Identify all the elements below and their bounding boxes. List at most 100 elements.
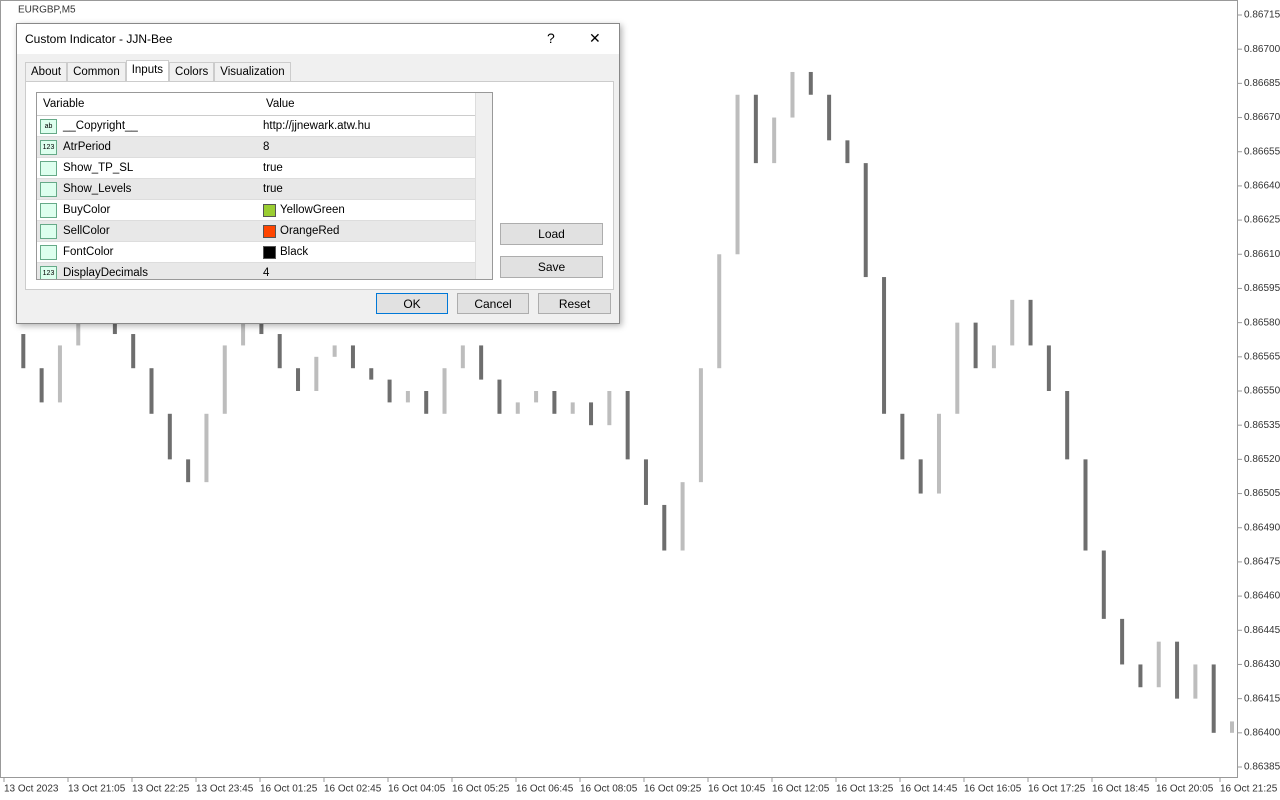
candle [332, 345, 337, 357]
variable-cell: ab __Copyright__ [37, 118, 260, 134]
color-swatch [263, 203, 276, 217]
candle [1101, 550, 1106, 619]
y-tick-label: 0.86700 [1244, 44, 1280, 55]
candle [296, 368, 301, 391]
candle [497, 379, 502, 414]
y-tick-label: 0.86445 [1244, 625, 1280, 636]
tabs: About Common Inputs Colors Visualization [25, 60, 291, 83]
x-tick-label: 13 Oct 23:45 [196, 784, 254, 795]
y-tick-label: 0.86640 [1244, 181, 1280, 192]
row-icon [40, 160, 57, 176]
close-button[interactable]: ✕ [589, 30, 601, 46]
cancel-button[interactable]: Cancel [457, 293, 529, 314]
save-button[interactable]: Save [500, 256, 603, 278]
dialog-title: Custom Indicator - JJN-Bee [25, 32, 173, 46]
y-tick-label: 0.86685 [1244, 78, 1280, 89]
y-tick-label: 0.86625 [1244, 215, 1280, 226]
indicator-dialog: Custom Indicator - JJN-Bee ? ✕ About Comm… [16, 23, 620, 324]
table-row[interactable]: 123 DisplayDecimals 4 [37, 263, 492, 279]
reset-button[interactable]: Reset [538, 293, 611, 314]
tab[interactable]: About [25, 62, 68, 83]
scrollbar[interactable] [475, 93, 492, 279]
value-text: true [263, 183, 283, 195]
value-cell: 8 [260, 141, 269, 153]
value-text: 4 [263, 267, 270, 279]
value-cell: Black [260, 245, 309, 259]
value-text: OrangeRed [280, 225, 340, 237]
symbol-label: EURGBP,M5 [18, 5, 76, 16]
color-swatch [263, 224, 276, 238]
color-swatch [263, 245, 276, 259]
y-tick-label: 0.86520 [1244, 454, 1280, 465]
candle [387, 379, 392, 403]
table-row[interactable]: FontColor Black [37, 242, 492, 263]
value-cell: OrangeRed [260, 224, 340, 238]
table-row[interactable]: ab __Copyright__ http://jjnewark.atw.hu [37, 116, 492, 137]
tab[interactable]: Visualization [214, 62, 291, 83]
candle [1010, 299, 1015, 346]
inputs-table: Variable Value ab __Copyright__ http://jjn… [36, 92, 493, 280]
candle [1230, 721, 1234, 733]
ok-button[interactable]: OK [376, 293, 448, 314]
value-cell: http://jjnewark.atw.hu [260, 120, 370, 132]
candle [39, 368, 44, 403]
candle [863, 163, 868, 278]
header-cell: Variable [43, 98, 85, 110]
tab[interactable]: Colors [169, 62, 215, 83]
candle [76, 322, 81, 346]
value-cell: 4 [260, 267, 269, 279]
candle [955, 322, 960, 414]
candle [827, 94, 832, 141]
candle [515, 402, 520, 414]
value-text: 8 [263, 141, 270, 153]
x-tick-label: 16 Oct 02:45 [324, 784, 382, 795]
candle [424, 391, 429, 414]
x-tick-label: 16 Oct 09:25 [644, 784, 702, 795]
x-tick-label: 16 Oct 21:25 [1220, 784, 1278, 795]
y-tick-label: 0.86580 [1244, 317, 1280, 328]
variable-name: __Copyright__ [63, 120, 138, 132]
load-button[interactable]: Load [500, 223, 603, 245]
candle [808, 71, 813, 95]
variable-cell: Show_Levels [37, 181, 260, 197]
candle [1156, 641, 1161, 688]
value-text: true [263, 162, 283, 174]
table-row[interactable]: BuyColor YellowGreen [37, 200, 492, 221]
candle [973, 322, 978, 369]
table-row[interactable]: SellColor OrangeRed [37, 221, 492, 242]
table-row[interactable]: 123 AtrPeriod 8 [37, 137, 492, 158]
y-tick-label: 0.86715 [1244, 10, 1280, 21]
help-button[interactable]: ? [547, 30, 555, 46]
variable-cell: Show_TP_SL [37, 160, 260, 176]
x-tick-label: 16 Oct 12:05 [772, 784, 830, 795]
candle [900, 413, 905, 460]
table-row[interactable]: Show_Levels true [37, 179, 492, 200]
candle [643, 459, 648, 505]
candle [570, 402, 575, 414]
candle [772, 117, 777, 164]
tab[interactable]: Common [67, 62, 126, 83]
variable-cell: 123 AtrPeriod [37, 139, 260, 155]
table-header: Variable Value [37, 93, 492, 116]
value-text: Black [280, 246, 309, 258]
candle [680, 482, 685, 551]
x-tick-label: 16 Oct 18:45 [1092, 784, 1150, 795]
candle [277, 334, 282, 369]
candle [1065, 391, 1070, 460]
y-tick-label: 0.86460 [1244, 591, 1280, 602]
candle [186, 459, 191, 483]
row-icon [40, 223, 57, 239]
value-cell: true [260, 183, 283, 195]
candle [479, 345, 484, 380]
table-row[interactable]: Show_TP_SL true [37, 158, 492, 179]
row-icon [40, 202, 57, 218]
variable-name: Show_Levels [63, 183, 132, 195]
x-tick-label: 16 Oct 16:05 [964, 784, 1022, 795]
value-text: YellowGreen [280, 204, 345, 216]
candle [717, 254, 722, 369]
tab[interactable]: Inputs [125, 60, 170, 83]
variable-cell: BuyColor [37, 202, 260, 218]
y-tick-label: 0.86400 [1244, 727, 1280, 738]
row-icon [40, 181, 57, 197]
inputs-panel: Variable Value ab __Copyright__ http://jjn… [25, 81, 614, 290]
